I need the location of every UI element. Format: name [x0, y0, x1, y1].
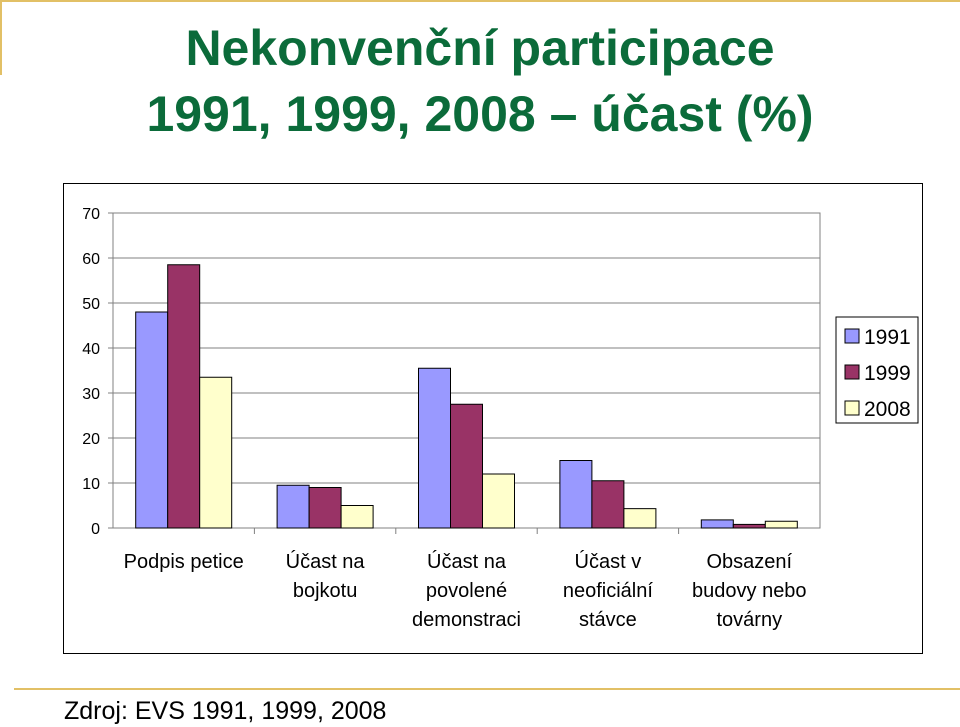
bar-1999 [732, 523, 766, 529]
x-category-label: bojkotu [293, 580, 358, 602]
bar-1991 [135, 311, 169, 529]
x-category-label: Obsazení [706, 551, 792, 573]
bar-1999 [450, 403, 483, 529]
bar-1991 [559, 460, 593, 529]
legend-swatch-1999 [844, 364, 860, 380]
bar-2008 [199, 376, 233, 529]
bar-1991 [276, 484, 310, 529]
left-accent-line [0, 0, 2, 75]
y-tick-label: 30 [82, 386, 100, 403]
bar-2008 [764, 520, 798, 529]
y-tick-label: 40 [82, 341, 100, 358]
source-note: Zdroj: EVS 1991, 1999, 2008 [64, 697, 387, 725]
y-tick-label: 10 [82, 476, 100, 493]
y-tick-label: 50 [82, 296, 100, 313]
x-category-label: továrny [717, 609, 783, 631]
y-tick-label: 60 [82, 251, 100, 268]
bar-1999 [308, 487, 342, 529]
x-category-label: stávce [579, 609, 637, 631]
top-accent-line [0, 0, 960, 2]
page-title-line-2: 1991, 1999, 2008 – účast (%) [146, 86, 814, 142]
x-category-label: Účast na [286, 550, 366, 573]
bar-2008 [623, 508, 657, 529]
y-tick-label: 20 [82, 431, 100, 448]
legend-label-1991: 1991 [864, 326, 911, 349]
bar-1999 [591, 480, 625, 529]
x-category-label: neoficiální [563, 580, 654, 602]
x-category-label: Podpis petice [124, 551, 244, 573]
bar-2008 [340, 505, 374, 529]
page-title-line-1: Nekonvenční participace [185, 20, 775, 76]
legend-label-2008: 2008 [864, 398, 911, 421]
legend-swatch-2008 [844, 400, 860, 416]
x-category-label: Účast v [575, 550, 642, 573]
bar-2008 [482, 473, 515, 529]
y-tick-label: 0 [91, 521, 100, 538]
bar-1991 [700, 519, 734, 529]
y-tick-label: 70 [82, 206, 100, 223]
x-category-label: Účast na [427, 550, 507, 573]
bottom-accent-line [14, 688, 960, 690]
legend-swatch-1991 [844, 328, 860, 344]
legend-label-1999: 1999 [864, 362, 911, 385]
x-category-label: povolené [426, 580, 507, 602]
x-category-label: budovy nebo [692, 580, 807, 602]
bar-1999 [167, 264, 201, 529]
x-category-label: demonstraci [412, 609, 521, 631]
bar-1991 [418, 367, 451, 529]
